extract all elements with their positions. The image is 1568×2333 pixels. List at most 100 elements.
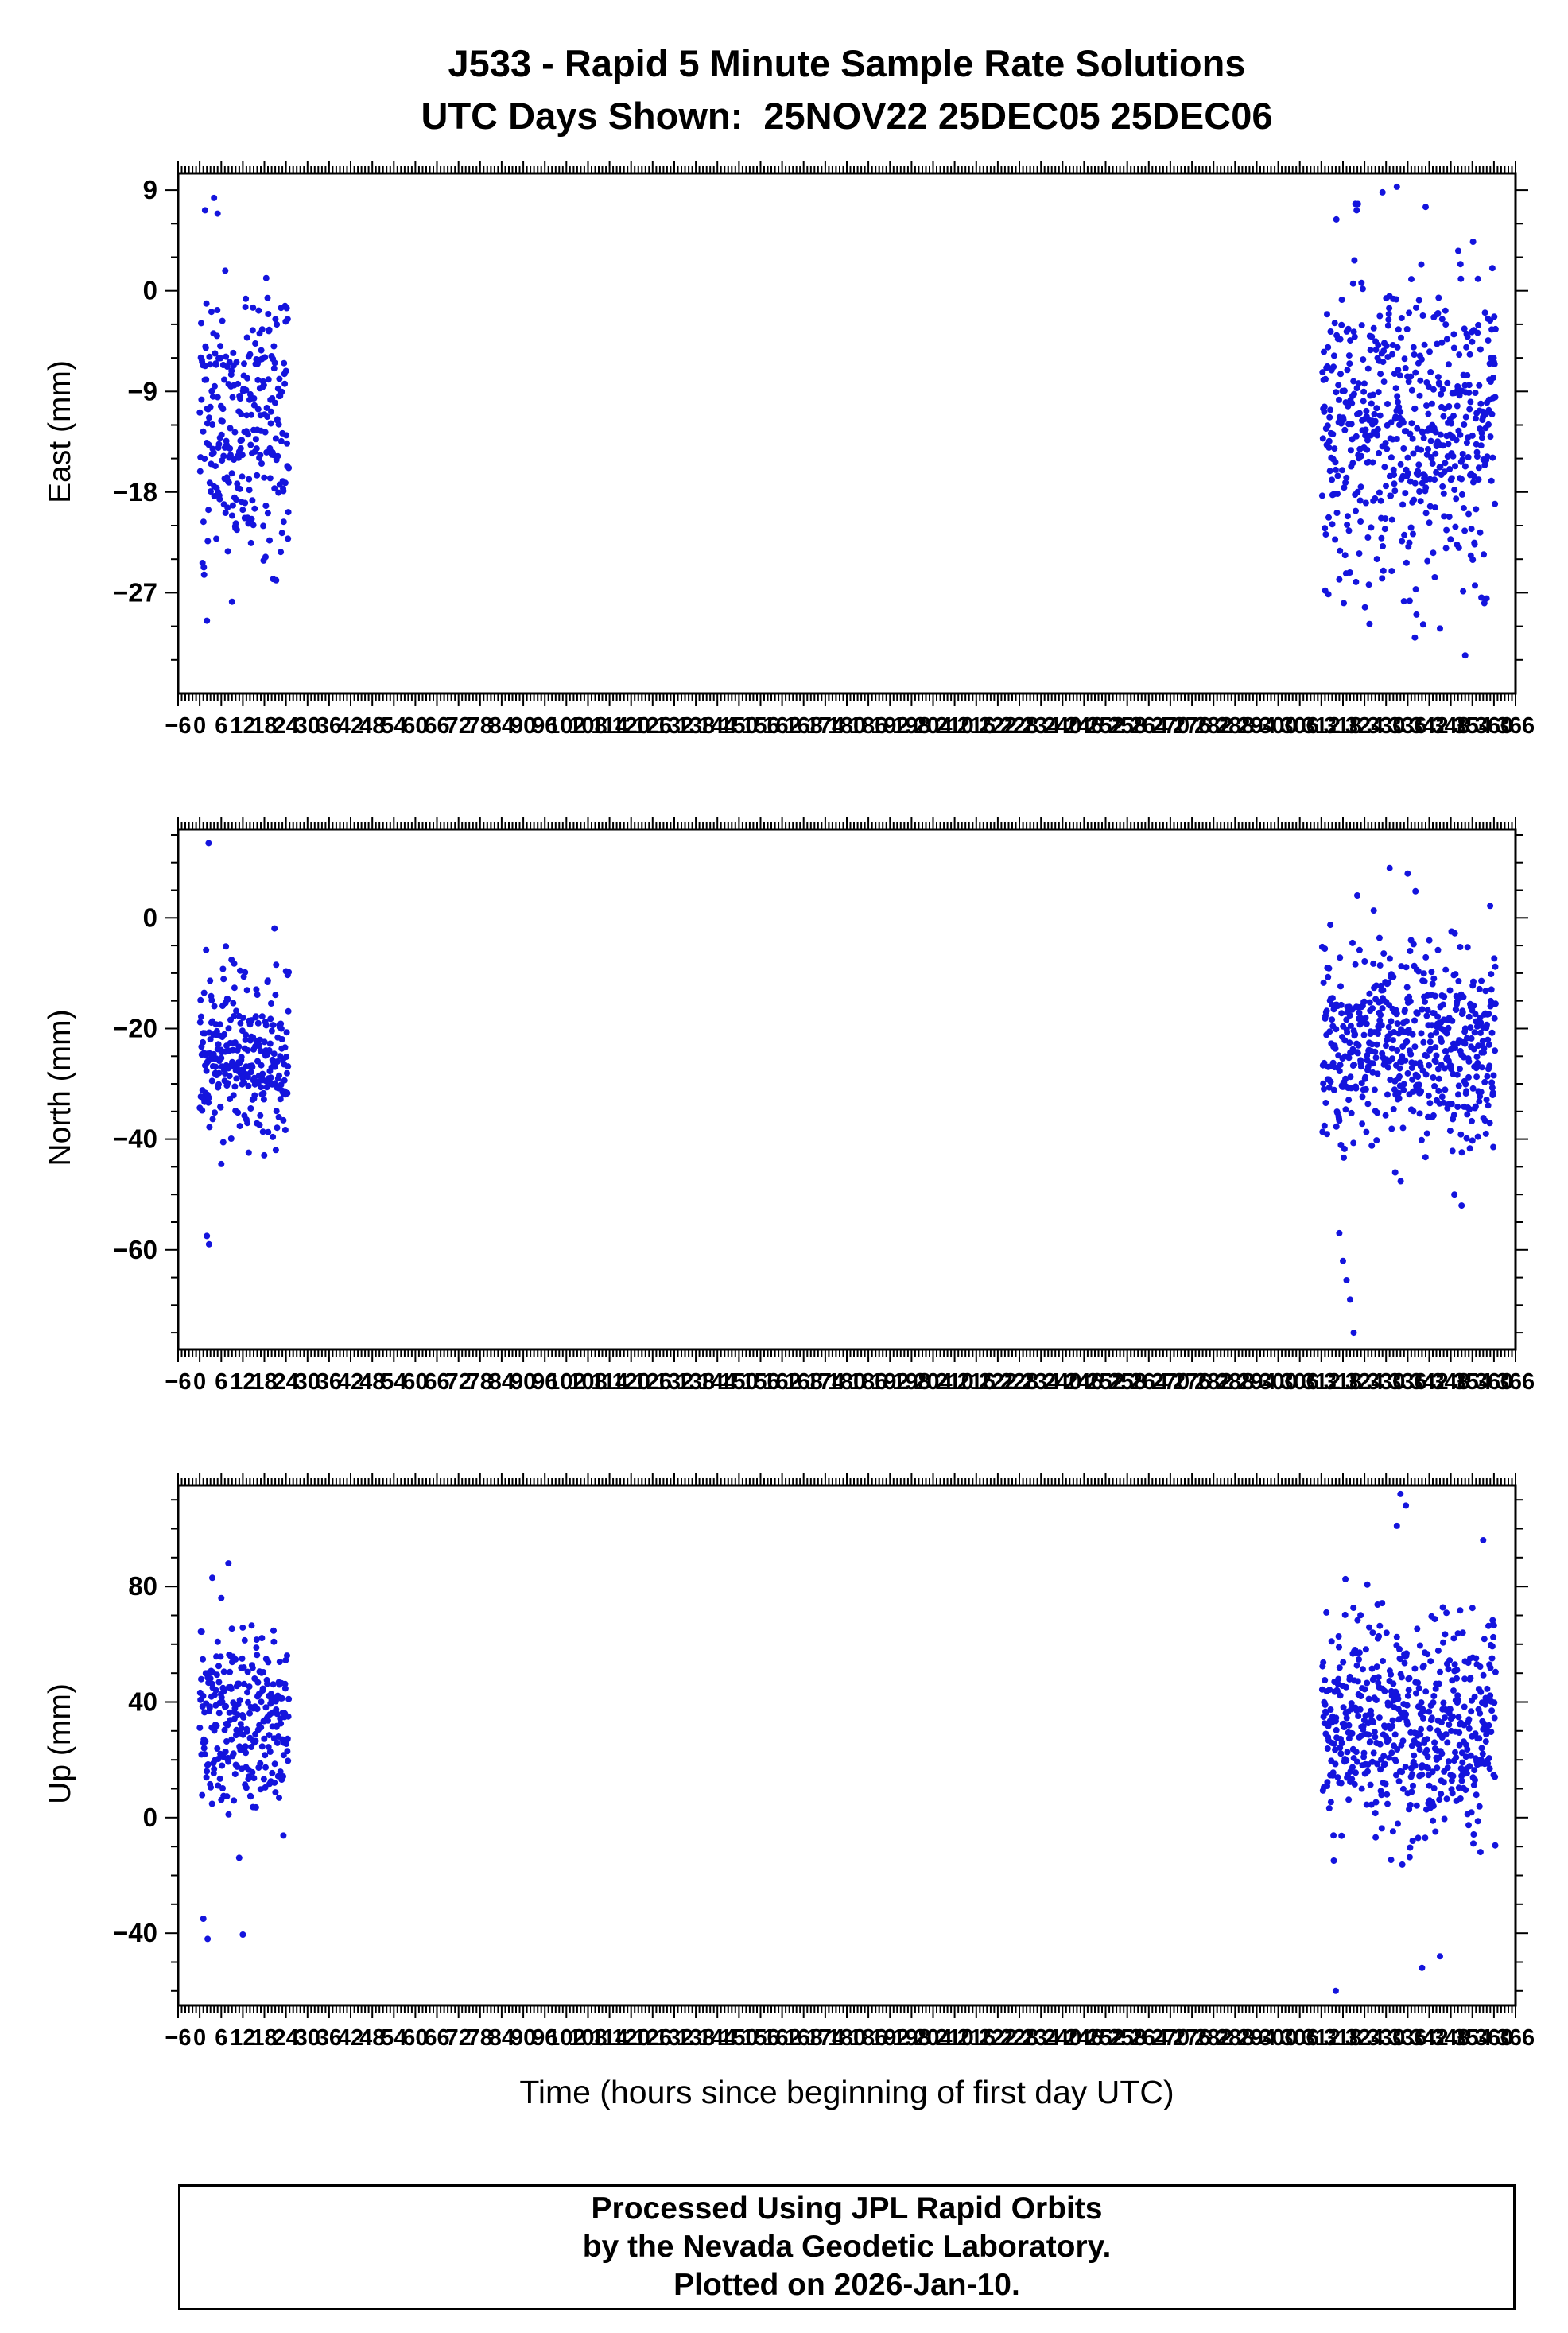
data-point — [1441, 993, 1448, 1000]
data-point — [249, 1768, 256, 1776]
data-point-outlier — [1480, 1537, 1487, 1543]
x-tick-label: 36 — [316, 713, 342, 739]
data-point — [1453, 495, 1460, 503]
data-point — [245, 1073, 251, 1081]
x-tick-label: 138 — [677, 2025, 715, 2051]
data-point — [1489, 454, 1496, 461]
data-point-outlier — [225, 1560, 232, 1567]
data-point — [1428, 400, 1435, 407]
data-point — [1472, 415, 1479, 422]
x-tick-label: 156 — [741, 2025, 779, 2051]
data-point — [1333, 215, 1340, 223]
data-point — [253, 986, 260, 993]
data-point — [278, 437, 285, 444]
x-tick-label: 210 — [935, 1369, 973, 1395]
data-point — [1320, 1080, 1327, 1087]
data-point — [1468, 1035, 1475, 1042]
data-point — [1473, 1065, 1480, 1072]
data-point — [1352, 961, 1359, 968]
data-point — [1470, 1831, 1477, 1838]
data-point — [1342, 1106, 1349, 1113]
data-point — [1427, 1032, 1434, 1039]
chart-title-line1: J533 - Rapid 5 Minute Sample Rate Soluti… — [448, 42, 1246, 84]
data-point — [1426, 1782, 1433, 1789]
data-point — [1418, 1088, 1425, 1095]
data-point — [1355, 380, 1362, 387]
x-tick-label: 312 — [1302, 713, 1341, 739]
east-data-points — [196, 183, 1499, 659]
data-point — [1466, 1145, 1473, 1152]
data-point — [1340, 416, 1347, 423]
data-point — [1446, 1706, 1454, 1713]
data-point — [1403, 1650, 1410, 1657]
data-point — [1351, 333, 1358, 340]
data-point — [243, 386, 250, 394]
data-point — [1431, 574, 1438, 580]
data-point — [205, 507, 212, 514]
data-point — [1326, 1687, 1333, 1694]
data-point — [1429, 460, 1436, 467]
data-point — [1406, 1675, 1413, 1682]
data-point — [1481, 1720, 1487, 1727]
data-point — [1473, 441, 1480, 448]
data-point — [1411, 479, 1419, 487]
data-point — [1407, 1050, 1415, 1058]
data-point — [283, 1054, 290, 1061]
data-point — [1376, 1714, 1383, 1722]
data-point — [1488, 1655, 1496, 1662]
data-point — [281, 1680, 289, 1687]
data-point — [1477, 1029, 1484, 1036]
data-point — [1457, 1795, 1464, 1802]
data-point-outlier — [228, 598, 235, 605]
data-point — [1347, 337, 1354, 344]
data-point — [1485, 1102, 1492, 1109]
data-point — [1463, 440, 1470, 446]
data-point-outlier — [1386, 864, 1393, 871]
data-point — [244, 1120, 251, 1127]
data-point — [225, 1025, 232, 1032]
data-point — [1466, 1763, 1473, 1770]
data-point — [211, 493, 218, 499]
data-point — [1419, 1771, 1426, 1778]
data-point — [1368, 524, 1375, 531]
data-point-outlier — [1379, 188, 1386, 196]
data-point — [1339, 1739, 1345, 1746]
data-point — [278, 1020, 285, 1027]
data-point — [1403, 1710, 1410, 1718]
data-point — [249, 327, 256, 334]
data-point — [1368, 333, 1376, 340]
data-point — [209, 1116, 216, 1123]
x-tick-label: 30 — [295, 2025, 320, 2051]
data-point — [1341, 1037, 1349, 1044]
data-point — [200, 1692, 207, 1699]
data-point — [1461, 463, 1469, 470]
data-point-outlier — [239, 1931, 246, 1938]
data-point — [262, 503, 270, 510]
data-point — [1345, 352, 1353, 359]
data-point — [1472, 1103, 1479, 1110]
data-point — [1478, 1745, 1485, 1752]
data-point — [1488, 1085, 1496, 1091]
data-point — [1415, 297, 1422, 304]
data-point — [1442, 966, 1450, 973]
y-tick-label: 0 — [143, 903, 157, 932]
data-point — [264, 1717, 271, 1724]
data-point — [1325, 1084, 1333, 1091]
data-point — [1349, 460, 1356, 467]
data-point-outlier — [1403, 1502, 1410, 1509]
data-point — [1369, 459, 1376, 466]
data-point — [1409, 1771, 1416, 1778]
data-point — [1432, 450, 1439, 457]
x-tick-label: 360 — [1475, 1369, 1513, 1395]
data-point — [1374, 432, 1381, 439]
data-point — [203, 946, 210, 953]
data-point — [1442, 321, 1450, 328]
data-point — [213, 1671, 220, 1679]
data-point — [1356, 1656, 1362, 1663]
data-point — [228, 1736, 235, 1743]
x-tick-label: 138 — [677, 713, 715, 739]
data-point — [1470, 1840, 1477, 1847]
data-point — [1375, 342, 1382, 348]
data-point-outlier — [1422, 204, 1429, 211]
